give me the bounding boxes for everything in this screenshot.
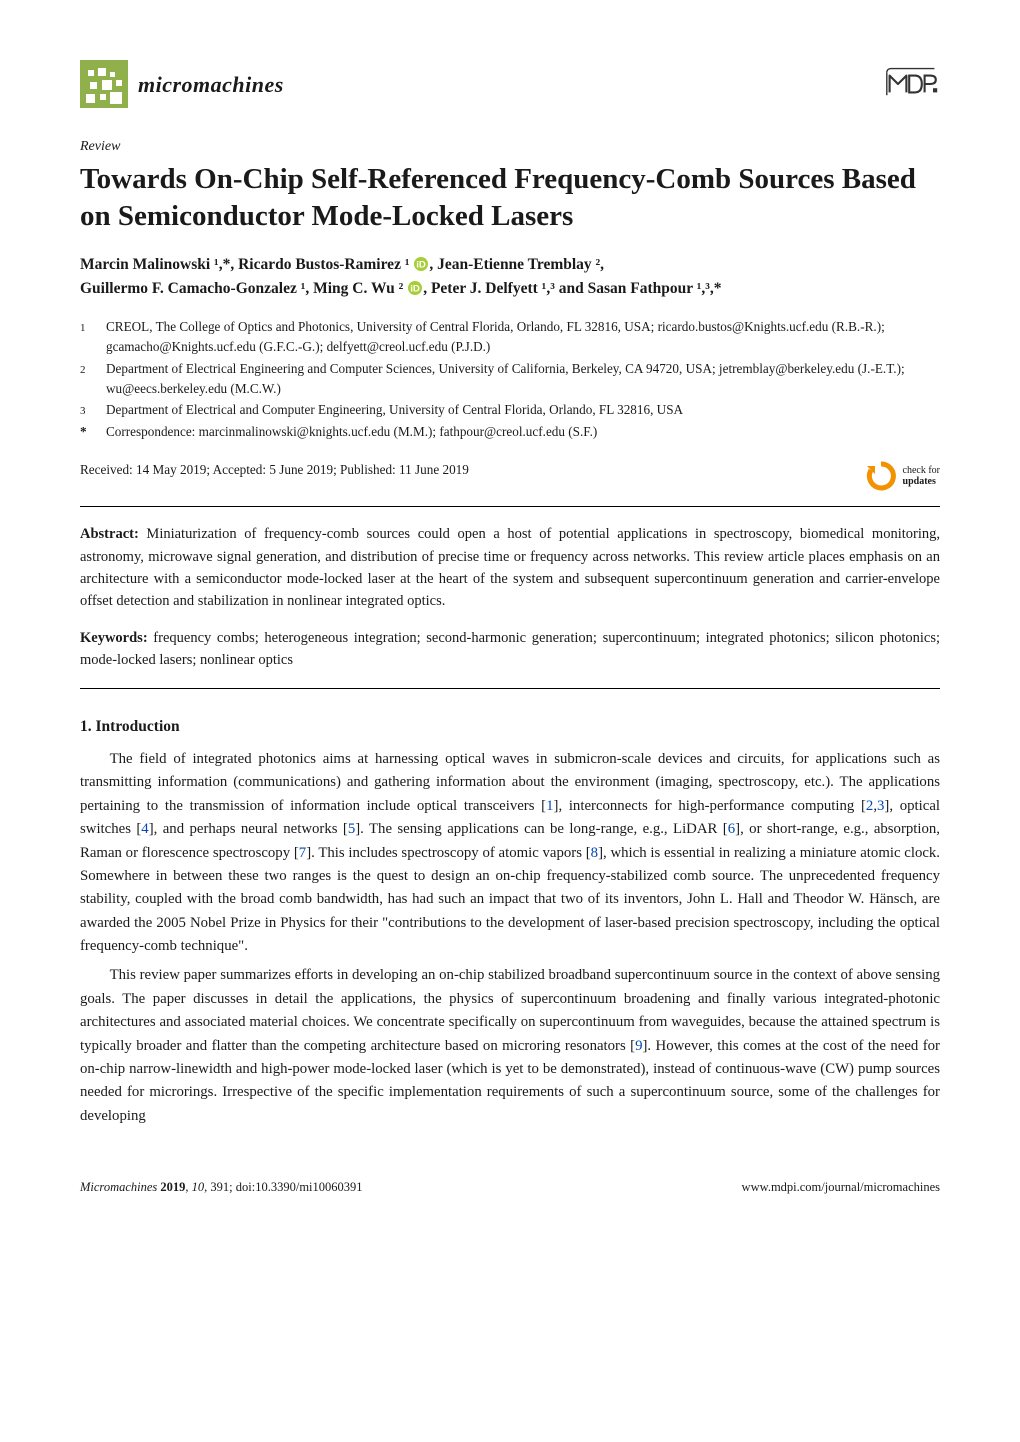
body-text: ]. The sensing applications can be long-… [355, 821, 728, 837]
abstract-text: Miniaturization of frequency-comb source… [80, 526, 940, 609]
correspondence-row: * Correspondence: marcinmalinowski@knigh… [80, 422, 940, 442]
affiliation-row: 1 CREOL, The College of Optics and Photo… [80, 317, 940, 357]
authors-block: Marcin Malinowski ¹,*, Ricardo Bustos-Ra… [80, 253, 940, 301]
footer-year-value: 2019 [160, 1180, 185, 1194]
svg-text:iD: iD [410, 284, 420, 295]
keywords-paragraph: Keywords: frequency combs; heterogeneous… [80, 627, 940, 672]
dates-row: Received: 14 May 2019; Accepted: 5 June … [80, 460, 940, 492]
check-updates-line2: updates [903, 476, 936, 487]
header-row: micromachines [80, 60, 940, 108]
check-updates-badge[interactable]: check for updates [865, 460, 940, 492]
affiliation-number: 2 [80, 359, 94, 399]
page-footer: Micromachines 2019, 10, 391; doi:10.3390… [80, 1178, 940, 1197]
svg-text:iD: iD [417, 260, 427, 271]
affiliations-block: 1 CREOL, The College of Optics and Photo… [80, 317, 940, 442]
authors-line-1a: Marcin Malinowski ¹,*, Ricardo Bustos-Ra… [80, 256, 413, 273]
authors-line-2b: , Peter J. Delfyett ¹,³ and Sasan Fathpo… [423, 280, 721, 297]
affiliation-text: Department of Electrical Engineering and… [106, 359, 940, 399]
keywords-label: Keywords: [80, 630, 148, 646]
authors-line-1b: , Jean-Etienne Tremblay ², [429, 256, 604, 273]
affiliation-number: 3 [80, 400, 94, 420]
correspondence-star: * [80, 422, 94, 442]
footer-url[interactable]: www.mdpi.com/journal/micromachines [742, 1178, 940, 1197]
journal-brand: micromachines [80, 60, 284, 108]
article-type: Review [80, 136, 940, 157]
affiliation-row: 3 Department of Electrical and Computer … [80, 400, 940, 420]
journal-logo-icon [80, 60, 128, 108]
footer-citation: Micromachines 2019, 10, 391; doi:10.3390… [80, 1178, 363, 1197]
correspondence-text: Correspondence: marcinmalinowski@knights… [106, 422, 597, 442]
citation-link[interactable]: 8 [591, 845, 598, 861]
abstract-paragraph: Abstract: Miniaturization of frequency-c… [80, 523, 940, 613]
footer-year: 2019 [160, 1180, 185, 1194]
affiliation-text: CREOL, The College of Optics and Photoni… [106, 317, 940, 357]
mdpi-logo-icon [884, 64, 940, 104]
abstract-label: Abstract: [80, 526, 139, 542]
body-text: ], interconnects for high-performance co… [554, 798, 866, 814]
affiliation-row: 2 Department of Electrical Engineering a… [80, 359, 940, 399]
affiliation-text: Department of Electrical and Computer En… [106, 400, 683, 420]
authors-line-2a: Guillermo F. Camacho-Gonzalez ¹, Ming C.… [80, 280, 407, 297]
orcid-icon: iD [414, 257, 428, 271]
section-heading: 1. Introduction [80, 715, 940, 738]
check-updates-text: check for updates [903, 465, 940, 487]
check-updates-icon [865, 460, 897, 492]
body-paragraph: This review paper summarizes efforts in … [80, 964, 940, 1128]
body-text: ], which is essential in realizing a min… [80, 845, 940, 955]
divider [80, 688, 940, 689]
orcid-icon: iD [408, 281, 422, 295]
citation-link[interactable]: 4 [141, 821, 148, 837]
check-updates-line1: check for [903, 465, 940, 476]
footer-journal-name: Micromachines [80, 1180, 157, 1194]
citation-link[interactable]: 1 [546, 798, 553, 814]
body-text: ], and perhaps neural networks [ [149, 821, 348, 837]
affiliation-number: 1 [80, 317, 94, 357]
divider [80, 506, 940, 507]
publication-dates: Received: 14 May 2019; Accepted: 5 June … [80, 460, 469, 480]
body-paragraph: The field of integrated photonics aims a… [80, 748, 940, 958]
keywords-text: frequency combs; heterogeneous integrati… [80, 630, 940, 668]
footer-citation-rest: , 10, 391; doi:10.3390/mi10060391 [185, 1180, 362, 1194]
article-title: Towards On-Chip Self-Referenced Frequenc… [80, 161, 940, 235]
body-text: ]. This includes spectroscopy of atomic … [306, 845, 590, 861]
journal-name: micromachines [138, 68, 284, 101]
